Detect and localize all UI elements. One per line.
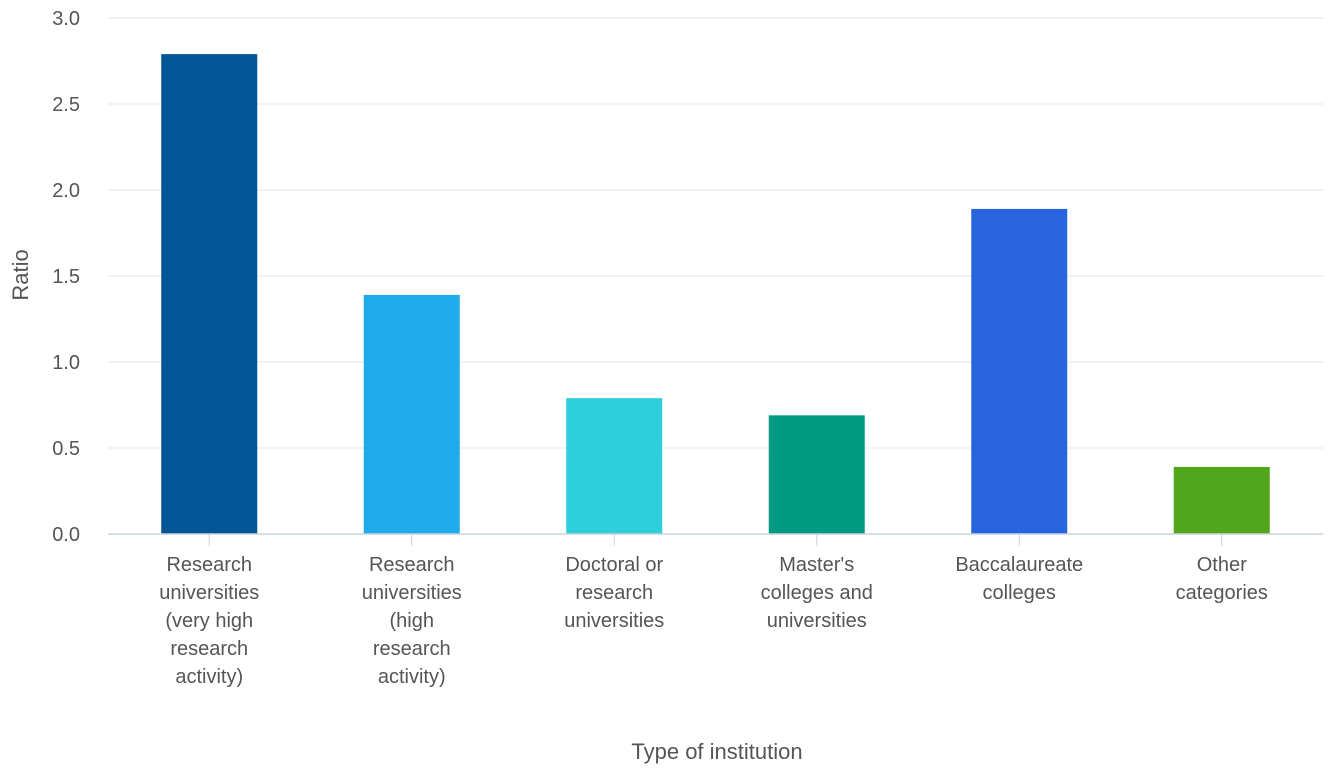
- x-axis: [108, 533, 1323, 546]
- x-axis-category-labels: Research universities (very high research ac…: [159, 554, 1268, 688]
- x-tick-label: Research universities (high research activit…: [362, 554, 462, 688]
- bars: [161, 54, 1270, 535]
- bar: [1173, 466, 1270, 534]
- y-tick-label: 0.5: [52, 438, 80, 460]
- x-axis-title: Type of institution: [631, 739, 802, 764]
- bar: [768, 415, 865, 534]
- y-tick-label: 3.0: [52, 8, 80, 30]
- x-tick-label: Research universities (very high research ac…: [159, 554, 259, 688]
- x-tick-label: Master's colleges and universities: [761, 554, 873, 632]
- y-tick-label: 1.0: [52, 352, 80, 374]
- bar: [161, 54, 258, 535]
- bar: [971, 208, 1068, 535]
- x-tick-label: Doctoral or research universities: [564, 554, 664, 632]
- bar: [566, 398, 663, 534]
- y-tick-label: 0.0: [52, 524, 80, 546]
- bar: [363, 294, 460, 534]
- gridlines: [108, 17, 1323, 449]
- y-axis-ticks: 0.0 0.5 1.0 1.5 2.0 2.5 3.0: [52, 8, 80, 546]
- y-tick-label: 2.5: [52, 94, 80, 116]
- y-axis-title: Ratio: [8, 249, 33, 300]
- x-tick-label: Other categories: [1176, 554, 1268, 604]
- y-tick-label: 2.0: [52, 180, 80, 202]
- y-tick-label: 1.5: [52, 266, 80, 288]
- x-tick-label: Baccalaureate colleges: [955, 554, 1083, 604]
